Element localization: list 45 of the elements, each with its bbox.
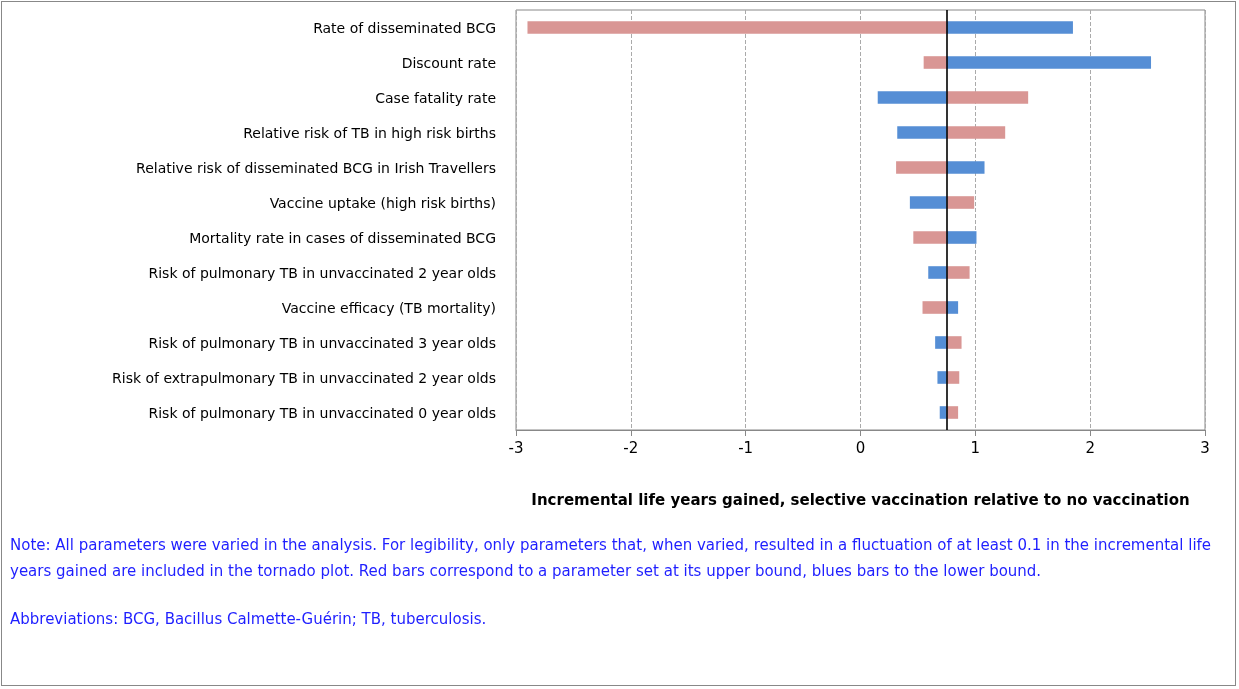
bar bbox=[946, 91, 1029, 104]
bar bbox=[946, 161, 985, 174]
bar bbox=[922, 301, 947, 314]
bar bbox=[909, 196, 947, 209]
y-tick-label: Rate of disseminated BCG bbox=[313, 19, 496, 36]
x-tick-label: -3 bbox=[508, 438, 524, 457]
bar bbox=[897, 126, 947, 139]
bar bbox=[946, 196, 975, 209]
bar bbox=[946, 336, 962, 349]
x-tick-label: 3 bbox=[1200, 438, 1210, 457]
y-tick-label: Discount rate bbox=[401, 54, 496, 71]
bar bbox=[946, 126, 1006, 139]
text: Abbreviations: BCG, Bacillus Calmette-Guérin; TB, tuberculosis. bbox=[10, 609, 488, 630]
y-tick-label: Risk of pulmonary TB in unvaccinated 3 year olds bbox=[148, 334, 496, 351]
bar bbox=[946, 266, 970, 279]
bar bbox=[946, 371, 960, 384]
text: Note: All parameters were varied in the analysis. For legibility, only parameters that, when varied, resulted in a fluctuation of at least 0.1 in the incremental life years gained are included in the tornado plot. Red bars correspond to a parameter set at its upper bound, blues bars to the lower bound. bbox=[10, 535, 1213, 582]
x-tick-label: -2 bbox=[623, 438, 639, 457]
y-tick-label: Vaccine uptake (high risk births) bbox=[269, 194, 496, 211]
bar bbox=[877, 91, 947, 104]
bar bbox=[928, 266, 947, 279]
bar bbox=[935, 336, 947, 349]
bar bbox=[896, 161, 947, 174]
bar bbox=[946, 406, 959, 419]
bar bbox=[527, 21, 947, 34]
bar bbox=[946, 231, 977, 244]
bar bbox=[923, 56, 947, 69]
bar bbox=[946, 21, 1073, 34]
y-tick-label: Vaccine efficacy (TB mortality) bbox=[281, 299, 496, 316]
bar bbox=[937, 371, 947, 384]
bar bbox=[946, 56, 1152, 69]
x-tick-label: 2 bbox=[1085, 438, 1095, 457]
y-tick-label: Risk of extrapulmonary TB in unvaccinated 2 year olds bbox=[112, 369, 496, 386]
x-tick-label: -1 bbox=[738, 438, 754, 457]
y-tick-label: Case fatality rate bbox=[375, 89, 496, 106]
x-tick-label: 1 bbox=[970, 438, 981, 457]
y-tick-label: Relative risk of disseminated BCG in Irish Travellers bbox=[136, 159, 496, 176]
y-tick-label: Relative risk of TB in high risk births bbox=[243, 124, 496, 141]
y-tick-label: Risk of pulmonary TB in unvaccinated 2 year olds bbox=[148, 264, 496, 281]
bar bbox=[913, 231, 947, 244]
y-tick-label: Risk of pulmonary TB in unvaccinated 0 year olds bbox=[148, 404, 496, 421]
x-axis-title: Incremental life years gained, selective vaccination relative to no vaccination bbox=[531, 490, 1190, 509]
bar bbox=[946, 301, 959, 314]
y-tick-label: Mortality rate in cases of disseminated BCG bbox=[189, 229, 496, 246]
x-tick-label: 0 bbox=[855, 438, 866, 457]
